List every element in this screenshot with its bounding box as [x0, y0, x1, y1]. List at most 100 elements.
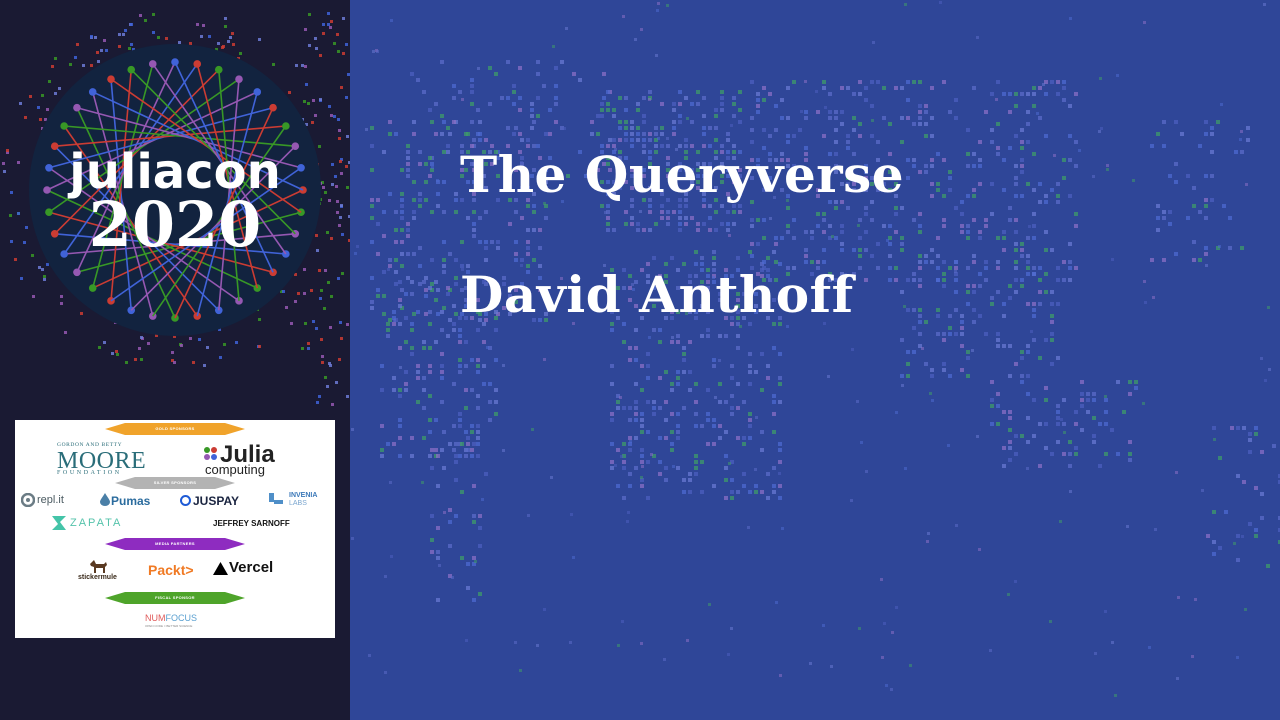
map-dot [792, 176, 796, 180]
map-dot [442, 306, 446, 310]
pixel-dot [310, 289, 313, 292]
map-dot [730, 406, 734, 410]
map-dot [724, 466, 728, 470]
pixel-dot [307, 342, 310, 345]
map-dot [870, 182, 874, 186]
map-dot [1128, 458, 1132, 462]
map-dot [428, 286, 432, 290]
map-dot [760, 430, 764, 434]
pixel-dot [231, 32, 234, 35]
map-dot [1050, 362, 1054, 366]
map-dot [738, 174, 742, 178]
map-dot [606, 180, 610, 184]
map-dot [436, 312, 440, 316]
map-dot [470, 448, 474, 452]
map-dot [942, 158, 946, 162]
pixel-dot [348, 239, 350, 242]
map-dot [726, 138, 730, 142]
map-dot [840, 248, 844, 252]
map-dot [786, 194, 790, 198]
map-dot [482, 364, 486, 368]
map-dot [676, 334, 680, 338]
map-dot [484, 318, 488, 322]
map-dot [470, 84, 474, 88]
map-dot [1026, 302, 1030, 306]
map-dot [458, 454, 462, 458]
pixel-dot [41, 94, 44, 97]
map-dot [1241, 535, 1244, 538]
map-dot [393, 319, 396, 322]
map-dot [726, 228, 730, 232]
map-dot [634, 304, 638, 308]
map-dot [1020, 356, 1024, 360]
map-dot [394, 240, 398, 244]
map-dot [989, 649, 992, 652]
map-dot [482, 174, 486, 178]
map-dot [563, 127, 566, 130]
map-dot [900, 116, 904, 120]
pixel-dot [318, 269, 321, 272]
map-dot [460, 144, 464, 148]
map-dot [436, 192, 440, 196]
map-dot [1002, 236, 1006, 240]
map-dot [730, 496, 734, 500]
map-dot [840, 272, 844, 276]
map-dot [1174, 120, 1178, 124]
map-dot [584, 174, 588, 178]
map-dot [482, 150, 486, 154]
map-dot [634, 328, 638, 332]
map-dot [851, 348, 854, 351]
map-dot [966, 302, 970, 306]
map-dot [834, 164, 838, 168]
map-dot [634, 358, 638, 362]
map-dot [900, 248, 904, 252]
map-dot [476, 358, 480, 362]
pixel-dot [297, 292, 300, 295]
pixel-dot [337, 50, 340, 53]
map-dot [870, 80, 874, 84]
map-dot [712, 280, 716, 284]
map-dot [686, 117, 689, 120]
map-dot [642, 150, 646, 154]
moore-top-text: GORDON AND BETTY [57, 442, 123, 448]
map-dot [1092, 434, 1096, 438]
pixel-dot [44, 118, 47, 121]
map-dot [1074, 224, 1078, 228]
map-dot [602, 162, 606, 166]
map-dot [906, 350, 910, 354]
map-dot [478, 240, 482, 244]
map-dot [778, 292, 782, 296]
map-dot [430, 514, 434, 518]
map-dot [458, 334, 462, 338]
pixel-dot [328, 105, 331, 108]
logo-ray-dot [60, 122, 68, 130]
map-dot [954, 260, 958, 264]
map-dot [780, 116, 784, 120]
map-dot [472, 168, 476, 172]
map-dot [530, 126, 534, 130]
map-dot [720, 102, 724, 106]
map-dot [554, 84, 558, 88]
map-dot [714, 396, 717, 399]
logo-ray-dot [214, 306, 223, 315]
map-dot [622, 496, 626, 500]
map-dot [774, 158, 778, 162]
map-dot [628, 436, 632, 440]
map-dot [706, 334, 710, 338]
map-dot [476, 310, 480, 314]
map-dot [1150, 144, 1154, 148]
map-dot [648, 228, 652, 232]
map-dot [739, 325, 742, 328]
pixel-dot [348, 161, 350, 164]
pixel-dot [272, 63, 275, 66]
map-dot [1069, 490, 1072, 493]
map-dot [388, 258, 392, 262]
map-dot [630, 132, 634, 136]
map-dot [664, 304, 668, 308]
map-dot [458, 412, 462, 416]
map-dot [670, 388, 674, 392]
map-dot [628, 448, 632, 452]
map-dot [714, 156, 718, 160]
map-dot [618, 96, 622, 100]
